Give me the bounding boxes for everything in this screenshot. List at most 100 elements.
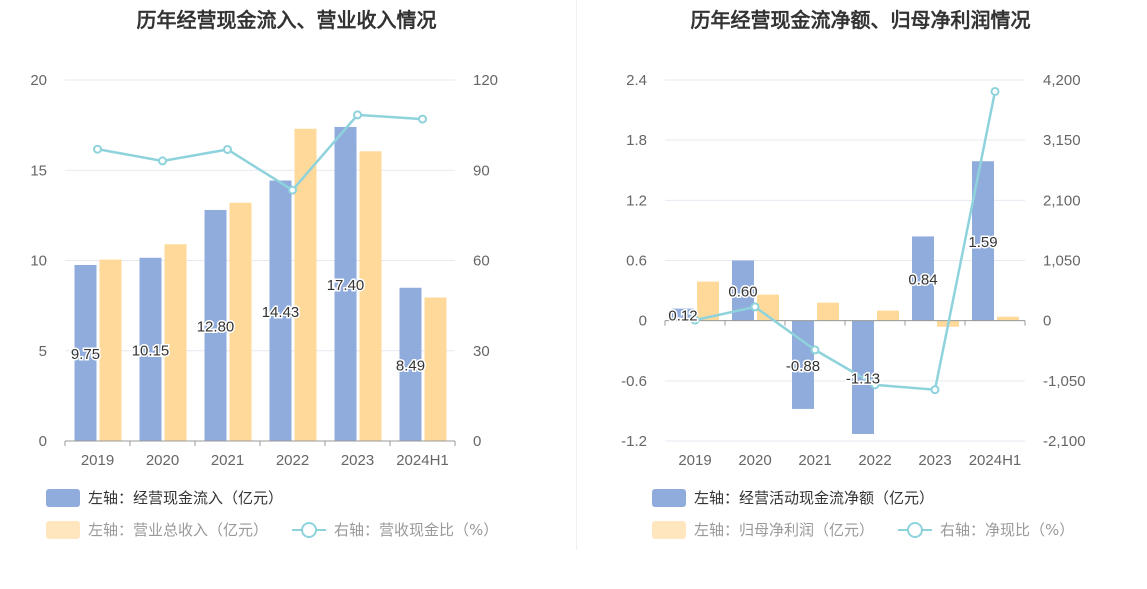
y-left-tick-label: 1.8 — [626, 132, 647, 149]
ratio-point — [870, 380, 880, 390]
y-right-tick-label: 30 — [473, 343, 490, 360]
y-right-tick-label: 60 — [473, 253, 490, 270]
bar-value-label: -0.88 — [786, 358, 820, 375]
legend-item-cash-inflow[interactable]: 左轴：经营现金流入（亿元） — [46, 487, 283, 508]
y-left-tick-label: -1.2 — [621, 433, 647, 450]
bar-secondary — [877, 310, 899, 321]
y-left-tick-label: -0.6 — [621, 373, 647, 390]
ratio-point — [223, 144, 232, 154]
bar-secondary — [229, 202, 252, 441]
bar-primary — [334, 126, 357, 442]
chart-title: 历年经营现金流入、营业收入情况 — [136, 8, 437, 32]
legend-item-net-cash[interactable]: 左轴：经营活动现金流净额（亿元） — [652, 487, 934, 508]
y-left-tick-label: 20 — [30, 72, 47, 89]
legend-swatch-blue — [652, 488, 686, 507]
y-right-tick-label: 0 — [473, 433, 481, 450]
legend-swatch-orange — [46, 520, 80, 539]
legend-swatch-blue — [46, 488, 80, 507]
x-tick-label: 2022 — [858, 452, 891, 469]
y-left-tick-label: 5 — [39, 343, 47, 360]
bar-value-label: -1.13 — [846, 370, 880, 387]
net-cash-profit-panel: 历年经营现金流净额、归母净利润情况 -1.2 -2,100 -0.6 -1,050 0 0… — [574, 0, 1147, 589]
legend-line-marker-icon — [292, 521, 327, 539]
ratio-point — [418, 114, 427, 124]
y-right-tick-label: 120 — [473, 72, 498, 89]
bar-secondary — [99, 259, 122, 441]
bar-value-label: 0.12 — [668, 308, 697, 325]
y-left-tick-label: 0 — [639, 313, 647, 330]
x-tick-label: 2019 — [81, 452, 114, 469]
ratio-point — [158, 156, 167, 166]
cash-inflow-revenue-panel: 历年经营现金流入、营业收入情况 0 0 5 30 10 60 15 90 20 120 2019 20… — [0, 0, 573, 589]
ratio-point — [810, 345, 820, 355]
chart-title: 历年经营现金流净额、归母净利润情况 — [690, 8, 1031, 32]
y-right-tick-label: 2,100 — [1043, 192, 1081, 209]
legend-line-marker-icon — [898, 521, 933, 539]
ratio-point — [93, 144, 102, 154]
bar-primary — [74, 265, 97, 441]
bar-value-label: 9.75 — [71, 346, 100, 363]
legend-swatch-orange — [652, 520, 686, 539]
legend-label: 左轴：归母净利润（亿元） — [694, 521, 875, 539]
bar-secondary — [424, 297, 447, 441]
bar-value-label: 0.84 — [908, 272, 937, 289]
x-tick-label: 2022 — [276, 452, 309, 469]
legend-item-net-cash-ratio[interactable]: 右轴：净现比（%） — [898, 519, 1074, 540]
bar-secondary — [359, 151, 382, 442]
bar-value-label: 14.43 — [262, 304, 300, 321]
x-tick-label: 2019 — [678, 452, 711, 469]
legend-item-revenue[interactable]: 左轴：营业总收入（亿元） — [46, 519, 268, 540]
x-tick-label: 2020 — [738, 452, 771, 469]
y-right-tick-label: 1,050 — [1043, 253, 1081, 270]
ratio-point — [353, 110, 362, 120]
x-tick-label: 2024H1 — [969, 452, 1022, 469]
bar-value-label: 10.15 — [132, 342, 170, 359]
ratio-line — [97, 113, 423, 192]
y-left-tick-label: 1.2 — [626, 192, 647, 209]
ratio-point — [288, 185, 297, 195]
legend-label: 左轴：经营活动现金流净额（亿元） — [694, 489, 935, 507]
bar-primary — [204, 209, 227, 441]
legend-row-1: 左轴：经营现金流入（亿元） — [46, 487, 307, 508]
bar-primary — [269, 180, 292, 441]
bar-value-label: 0.60 — [728, 284, 757, 301]
bar-value-label: 12.80 — [197, 318, 235, 335]
ratio-point — [930, 385, 940, 395]
bar-primary — [399, 287, 422, 441]
legend-label: 右轴：营收现金比（%） — [334, 521, 499, 539]
bar-primary — [912, 236, 934, 321]
panel-divider — [576, 0, 577, 550]
bar-secondary — [757, 294, 779, 321]
legend-label: 右轴：净现比（%） — [940, 521, 1075, 539]
bar-value-label: 17.40 — [327, 277, 365, 294]
legend-label: 左轴：经营现金流入（亿元） — [88, 489, 284, 507]
legend-row-2: 左轴：归母净利润（亿元） 右轴：净现比（%） — [652, 519, 1098, 540]
bar-secondary — [817, 302, 839, 321]
legend-label: 左轴：营业总收入（亿元） — [88, 521, 269, 539]
bar-primary — [972, 161, 994, 321]
ratio-point — [690, 315, 700, 325]
ratio-line — [694, 91, 997, 392]
legend-row-2: 左轴：营业总收入（亿元） 右轴：营收现金比（%） — [46, 519, 522, 540]
legend-item-net-profit[interactable]: 左轴：归母净利润（亿元） — [652, 519, 874, 540]
y-left-tick-label: 0.6 — [626, 253, 647, 270]
x-tick-label: 2020 — [146, 452, 179, 469]
x-tick-label: 2023 — [341, 452, 374, 469]
y-right-tick-label: 3,150 — [1043, 132, 1081, 149]
x-tick-label: 2021 — [798, 452, 831, 469]
bar-value-label: 1.59 — [968, 234, 997, 251]
legend-item-cash-ratio[interactable]: 右轴：营收现金比（%） — [292, 519, 498, 540]
x-tick-label: 2024H1 — [396, 452, 449, 469]
bar-primary — [139, 257, 162, 441]
bar-primary — [732, 260, 754, 321]
bar-primary — [672, 308, 694, 321]
y-right-tick-label: 0 — [1043, 313, 1051, 330]
y-right-tick-label: -1,050 — [1043, 373, 1086, 390]
bar-secondary — [294, 128, 317, 442]
y-left-tick-label: 0 — [39, 433, 47, 450]
net-cash-profit-chart: -1.2 -2,100 -0.6 -1,050 0 0 0.6 1,050 1.2 2,100 1.… — [621, 72, 1086, 469]
bar-secondary — [997, 316, 1019, 321]
bar-primary — [792, 320, 814, 409]
bar-secondary — [164, 244, 187, 441]
x-tick-label: 2021 — [211, 452, 244, 469]
